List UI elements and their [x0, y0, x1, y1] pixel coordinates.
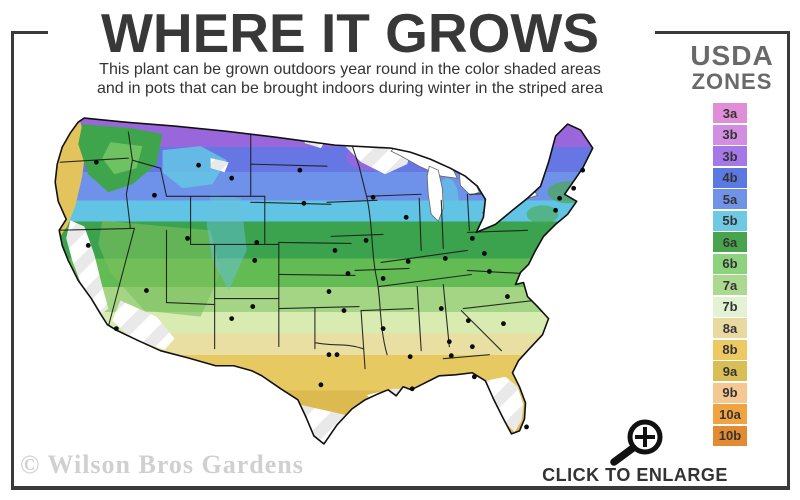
- city-dot: [229, 316, 235, 322]
- legend-item-3b-1: 3b: [713, 124, 747, 145]
- city-dot: [254, 239, 260, 245]
- city-dot: [326, 352, 332, 358]
- legend-item-7a-8: 7a: [713, 275, 747, 295]
- city-dot: [363, 237, 369, 243]
- city-dot: [438, 306, 444, 311]
- legend-item-6a-6: 6a: [713, 232, 747, 252]
- city-dot: [229, 175, 235, 181]
- city-dot: [380, 326, 386, 332]
- city-dot: [553, 207, 558, 213]
- city-dot: [326, 289, 332, 294]
- zone-legend: 3a 3b 3b 4b 5a 5b 6a 6b 7a 7b 8a 8b 9a 9b 10a 10b: [713, 103, 747, 447]
- subtitle-line-1: This plant can be grown outdoors year ro…: [99, 61, 601, 78]
- frame-border-right: [787, 31, 790, 490]
- city-dot: [250, 304, 256, 309]
- city-dot: [469, 344, 475, 350]
- legend-item-9b-13: 9b: [713, 382, 747, 403]
- city-dot: [341, 308, 347, 313]
- legend-item-10b-15: 10b: [713, 425, 747, 446]
- city-dot: [113, 326, 119, 332]
- legend-item-10a-14: 10a: [713, 404, 747, 424]
- usda-zone-map[interactable]: [14, 102, 676, 458]
- legend-title: USDA ZONES: [672, 40, 792, 94]
- city-dot: [297, 167, 303, 173]
- city-dot: [185, 235, 190, 241]
- city-dot: [196, 162, 201, 168]
- city-dot: [505, 294, 510, 299]
- city-dot: [471, 374, 477, 380]
- legend-item-3a-0: 3a: [713, 103, 747, 123]
- city-dot: [93, 159, 99, 165]
- frame-border-left: [11, 31, 14, 490]
- city-dot: [501, 321, 506, 327]
- city-dot: [380, 276, 386, 281]
- city-dot: [301, 200, 307, 206]
- city-dot: [571, 185, 577, 191]
- city-dot: [580, 167, 586, 173]
- city-dot: [403, 214, 409, 220]
- city-dot: [370, 194, 376, 200]
- click-to-enlarge-label[interactable]: CLICK TO ENLARGE: [542, 465, 728, 485]
- city-dot: [469, 235, 475, 241]
- city-dot: [85, 242, 91, 248]
- legend-item-5b-5: 5b: [713, 210, 747, 231]
- city-dot: [144, 288, 149, 293]
- legend-title-usda: USDA: [690, 40, 774, 71]
- legend-item-3b-2: 3b: [713, 146, 747, 166]
- legend-item-8b-11: 8b: [713, 339, 747, 360]
- city-dot: [318, 382, 324, 388]
- city-dot: [442, 256, 448, 261]
- city-dot: [486, 269, 492, 274]
- city-dot: [332, 248, 338, 253]
- city-dot: [448, 353, 454, 359]
- legend-item-9a-12: 9a: [713, 361, 747, 381]
- legend-item-6b-7: 6b: [713, 253, 747, 274]
- city-dot: [446, 339, 452, 345]
- page-title: WHERE IT GROWS: [100, 2, 600, 64]
- legend-title-zones: ZONES: [691, 69, 773, 94]
- watermark: © Wilson Bros Gardens: [20, 450, 304, 479]
- legend-item-7b-9: 7b: [713, 296, 747, 317]
- frame-border-top-right: [655, 31, 790, 34]
- city-dot: [334, 352, 340, 358]
- magnifier-zoom-icon[interactable]: [600, 416, 670, 471]
- city-dot: [481, 251, 487, 256]
- city-markers: [85, 159, 586, 430]
- map-fill-layers: [55, 118, 593, 444]
- city-dot: [152, 192, 157, 198]
- city-dot: [465, 318, 471, 324]
- legend-item-4b-3: 4b: [713, 167, 747, 188]
- frame-border-top-left: [11, 31, 48, 34]
- legend-item-5a-4: 5a: [713, 189, 747, 209]
- subtitle-line-2: and in pots that can be brought indoors …: [96, 80, 604, 97]
- city-dot: [407, 354, 413, 360]
- city-dot: [409, 386, 415, 392]
- city-dot: [557, 195, 563, 201]
- legend-item-8a-10: 8a: [713, 318, 747, 338]
- city-dot: [252, 258, 258, 263]
- city-dot: [345, 271, 351, 276]
- city-dot: [405, 259, 411, 264]
- frame-border-bottom: [11, 486, 790, 490]
- subtitle: This plant can be grown outdoors year ro…: [40, 60, 660, 98]
- city-dot: [524, 424, 529, 430]
